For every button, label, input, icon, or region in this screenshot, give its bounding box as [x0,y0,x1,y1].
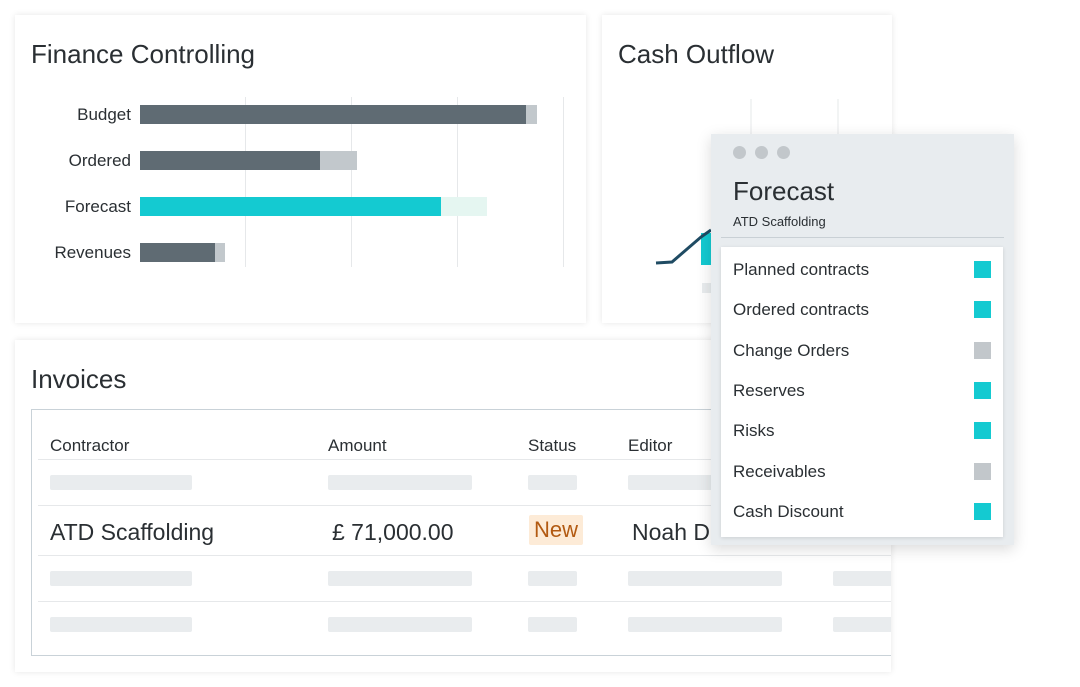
legend-swatch [974,261,991,278]
placeholder-cell [328,571,472,586]
row-divider [38,601,891,602]
bar-extension-ordered[interactable] [320,151,357,170]
window-dot-icon[interactable] [755,146,768,159]
row-divider [38,555,891,556]
finance-controlling-card: Finance Controlling Budget Ordered Forec… [15,15,586,323]
popup-subtitle: ATD Scaffolding [733,214,826,229]
legend-swatch [974,463,991,480]
gridline [457,97,458,267]
forecast-popup: Forecast ATD Scaffolding Planned contrac… [711,134,1014,545]
gridline [351,97,352,267]
gridline [245,97,246,267]
gridline [563,97,564,267]
legend-swatch [974,301,991,318]
legend-item-change-orders[interactable]: Change Orders [721,331,1003,371]
placeholder-cell [528,617,577,632]
row-divider [38,505,891,506]
legend-item-reserves[interactable]: Reserves [721,371,1003,411]
legend-item-receivables[interactable]: Receivables [721,452,1003,492]
placeholder-cell [833,571,891,586]
legend-item-cash-discount[interactable]: Cash Discount [721,492,1003,532]
placeholder-cell [628,617,782,632]
bar-label-forecast: Forecast [64,197,131,216]
column-header-editor[interactable]: Editor [628,436,673,455]
legend-label: Cash Discount [733,502,844,521]
outflow-bar [701,233,713,265]
invoices-title: Invoices [31,364,127,394]
window-dot-icon[interactable] [733,146,746,159]
legend-swatch [974,382,991,399]
bar-extension-revenues[interactable] [215,243,225,262]
legend-swatch [974,342,991,359]
legend-label: Change Orders [733,341,850,360]
row-divider [38,459,891,460]
column-header-amount[interactable]: Amount [328,436,387,455]
column-header-status[interactable]: Status [528,436,577,455]
placeholder-cell [328,475,472,490]
outflow-placeholder [702,283,712,293]
status-badge: New [529,515,584,545]
placeholder-cell [50,475,192,490]
placeholder-cell [50,617,192,632]
legend-item-ordered-contracts[interactable]: Ordered contracts [721,290,1003,330]
popup-title: Forecast [733,176,835,206]
legend-label: Ordered contracts [733,300,870,319]
forecast-legend-list: Planned contracts Ordered contracts Chan… [721,247,1003,537]
placeholder-cell [50,571,192,586]
placeholder-cell [628,571,782,586]
placeholder-cell [833,617,891,632]
bar-label-budget: Budget [77,105,131,124]
outflow-line [655,228,712,265]
placeholder-cell [528,571,577,586]
bar-ordered[interactable] [140,151,320,170]
contractor-cell: ATD Scaffolding [50,519,215,545]
bar-label-revenues: Revenues [54,243,131,262]
bar-label-ordered: Ordered [68,151,131,170]
legend-label: Risks [733,421,775,440]
amount-cell: £ 71,000.00 [332,519,454,545]
legend-swatch [974,422,991,439]
cash-outflow-title: Cash Outflow [618,39,775,69]
finance-title: Finance Controlling [31,39,256,69]
placeholder-cell [328,617,472,632]
legend-label: Receivables [733,462,826,481]
legend-item-risks[interactable]: Risks [721,411,1003,451]
legend-label: Planned contracts [733,260,870,279]
legend-item-planned-contracts[interactable]: Planned contracts [721,250,1003,290]
divider [721,237,1004,238]
editor-cell: Noah D [632,519,710,545]
invoices-table: Contractor Amount Status Editor ATD Scaf… [31,409,891,656]
legend-swatch [974,503,991,520]
bar-forecast[interactable] [140,197,441,216]
legend-label: Reserves [733,381,805,400]
window-dot-icon[interactable] [777,146,790,159]
bar-extension-budget[interactable] [526,105,537,124]
bar-budget[interactable] [140,105,526,124]
bar-extension-forecast[interactable] [441,197,487,216]
placeholder-cell [528,475,577,490]
bar-revenues[interactable] [140,243,215,262]
column-header-contractor[interactable]: Contractor [50,436,130,455]
